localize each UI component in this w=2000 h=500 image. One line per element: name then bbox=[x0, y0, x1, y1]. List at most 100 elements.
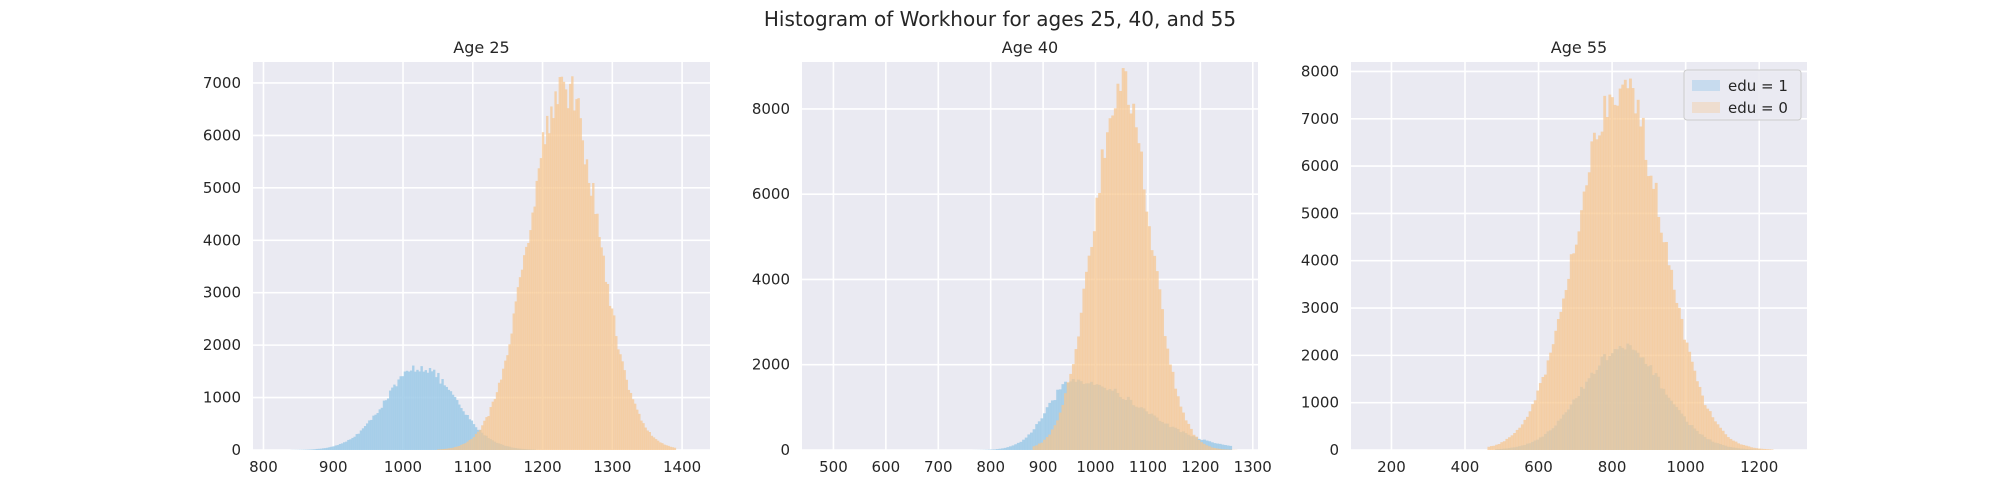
bar-edu0 bbox=[1757, 448, 1761, 450]
bar-edu0 bbox=[1690, 361, 1694, 450]
bar-edu0 bbox=[1582, 191, 1586, 450]
bar-edu0 bbox=[1168, 364, 1172, 450]
bar-edu1 bbox=[349, 439, 352, 450]
bar-edu0 bbox=[604, 281, 608, 450]
bar-edu0 bbox=[493, 399, 497, 450]
x-tick-label: 900 bbox=[1029, 458, 1058, 476]
bar-edu0 bbox=[606, 283, 610, 450]
bar-edu0 bbox=[1163, 336, 1167, 450]
histogram-bars bbox=[290, 76, 677, 450]
bar-edu0 bbox=[596, 213, 599, 450]
bar-edu1 bbox=[386, 398, 390, 450]
x-tick-label: 800 bbox=[1598, 458, 1627, 476]
bar-edu0 bbox=[644, 427, 647, 450]
bar-edu0 bbox=[633, 403, 637, 450]
bar-edu1 bbox=[363, 426, 367, 450]
bar-edu0 bbox=[1526, 416, 1529, 450]
bar-edu0 bbox=[1132, 103, 1136, 450]
y-tick-label: 3000 bbox=[1301, 299, 1339, 317]
bar-edu0 bbox=[445, 448, 448, 450]
bar-edu1 bbox=[1216, 443, 1219, 450]
bar-edu0 bbox=[610, 308, 614, 450]
bar-edu0 bbox=[554, 91, 557, 450]
bar-edu1 bbox=[1050, 400, 1054, 450]
bar-edu0 bbox=[449, 448, 453, 450]
subplot-title: Age 55 bbox=[1551, 38, 1607, 57]
legend-swatch bbox=[1692, 102, 1720, 113]
bar-edu1 bbox=[401, 376, 405, 450]
bar-edu1 bbox=[384, 400, 388, 450]
bar-edu0 bbox=[441, 449, 444, 450]
bar-edu1 bbox=[1014, 444, 1018, 450]
bar-edu0 bbox=[487, 416, 490, 450]
bar-edu1 bbox=[443, 385, 446, 450]
bar-edu0 bbox=[1216, 448, 1219, 450]
bar-edu0 bbox=[579, 118, 582, 450]
bar-edu1 bbox=[451, 394, 455, 450]
bar-edu0 bbox=[1124, 71, 1128, 450]
x-tick-label: 1200 bbox=[523, 458, 561, 476]
x-tick-label: 400 bbox=[1451, 458, 1480, 476]
bar-edu0 bbox=[1200, 442, 1204, 450]
bar-edu0 bbox=[569, 83, 572, 450]
bar-edu0 bbox=[615, 336, 618, 450]
bar-edu1 bbox=[309, 449, 312, 450]
bar-edu1 bbox=[998, 448, 1002, 450]
bar-edu0 bbox=[1585, 185, 1589, 450]
bar-edu1 bbox=[370, 419, 373, 450]
bar-edu0 bbox=[1074, 349, 1078, 450]
bar-edu0 bbox=[497, 382, 501, 450]
subplot-2: 500 600 700 800 900 1000 1100 1200 1300 0 2000 4000… bbox=[752, 38, 1272, 476]
bar-edu0 bbox=[598, 237, 601, 450]
x-tick-label: 1200 bbox=[1740, 458, 1778, 476]
bar-edu1 bbox=[1208, 441, 1212, 450]
bar-edu1 bbox=[1032, 429, 1036, 450]
bar-edu0 bbox=[537, 168, 541, 450]
bar-edu0 bbox=[594, 214, 597, 450]
bar-edu0 bbox=[1544, 374, 1547, 450]
bar-edu1 bbox=[407, 371, 411, 450]
bar-edu0 bbox=[1497, 444, 1501, 450]
bar-edu0 bbox=[1724, 434, 1728, 450]
bar-edu1 bbox=[1229, 445, 1233, 450]
bar-edu1 bbox=[993, 449, 997, 450]
bar-edu0 bbox=[623, 370, 626, 450]
bar-edu0 bbox=[1176, 396, 1180, 450]
bar-edu0 bbox=[1069, 373, 1073, 450]
y-tick-label: 8000 bbox=[1301, 62, 1339, 80]
bar-edu0 bbox=[1100, 149, 1104, 450]
bar-edu0 bbox=[525, 246, 528, 450]
bar-edu0 bbox=[1572, 253, 1576, 450]
bar-edu0 bbox=[460, 444, 463, 450]
bar-edu0 bbox=[1523, 419, 1527, 450]
bar-edu0 bbox=[1119, 90, 1123, 450]
bar-edu1 bbox=[437, 372, 440, 450]
bar-edu0 bbox=[1641, 117, 1645, 450]
bar-edu0 bbox=[583, 164, 587, 450]
y-tick-label: 5000 bbox=[203, 179, 241, 197]
x-tick-label: 1200 bbox=[1181, 458, 1219, 476]
x-tick-label: 900 bbox=[319, 458, 348, 476]
bar-edu1 bbox=[430, 371, 434, 450]
bar-edu0 bbox=[1731, 440, 1735, 450]
bar-edu0 bbox=[1064, 393, 1067, 450]
bar-edu0 bbox=[1739, 444, 1743, 450]
bar-edu0 bbox=[516, 287, 520, 450]
bar-edu0 bbox=[453, 447, 457, 450]
bar-edu0 bbox=[1092, 231, 1096, 450]
bar-edu1 bbox=[439, 383, 442, 450]
bar-edu0 bbox=[1538, 383, 1542, 450]
bar-edu0 bbox=[1755, 448, 1759, 450]
bar-edu0 bbox=[543, 144, 547, 450]
bar-edu0 bbox=[1708, 411, 1712, 450]
bar-edu1 bbox=[447, 389, 451, 450]
bar-edu0 bbox=[629, 392, 633, 450]
y-tick-label: 4000 bbox=[1301, 252, 1339, 270]
bar-edu1 bbox=[990, 449, 994, 450]
y-tick-label: 2000 bbox=[752, 356, 790, 374]
bar-edu1 bbox=[391, 387, 394, 450]
bar-edu0 bbox=[1171, 371, 1175, 450]
bar-edu0 bbox=[439, 449, 442, 450]
bar-edu0 bbox=[1734, 441, 1738, 450]
x-tick-label: 600 bbox=[872, 458, 901, 476]
